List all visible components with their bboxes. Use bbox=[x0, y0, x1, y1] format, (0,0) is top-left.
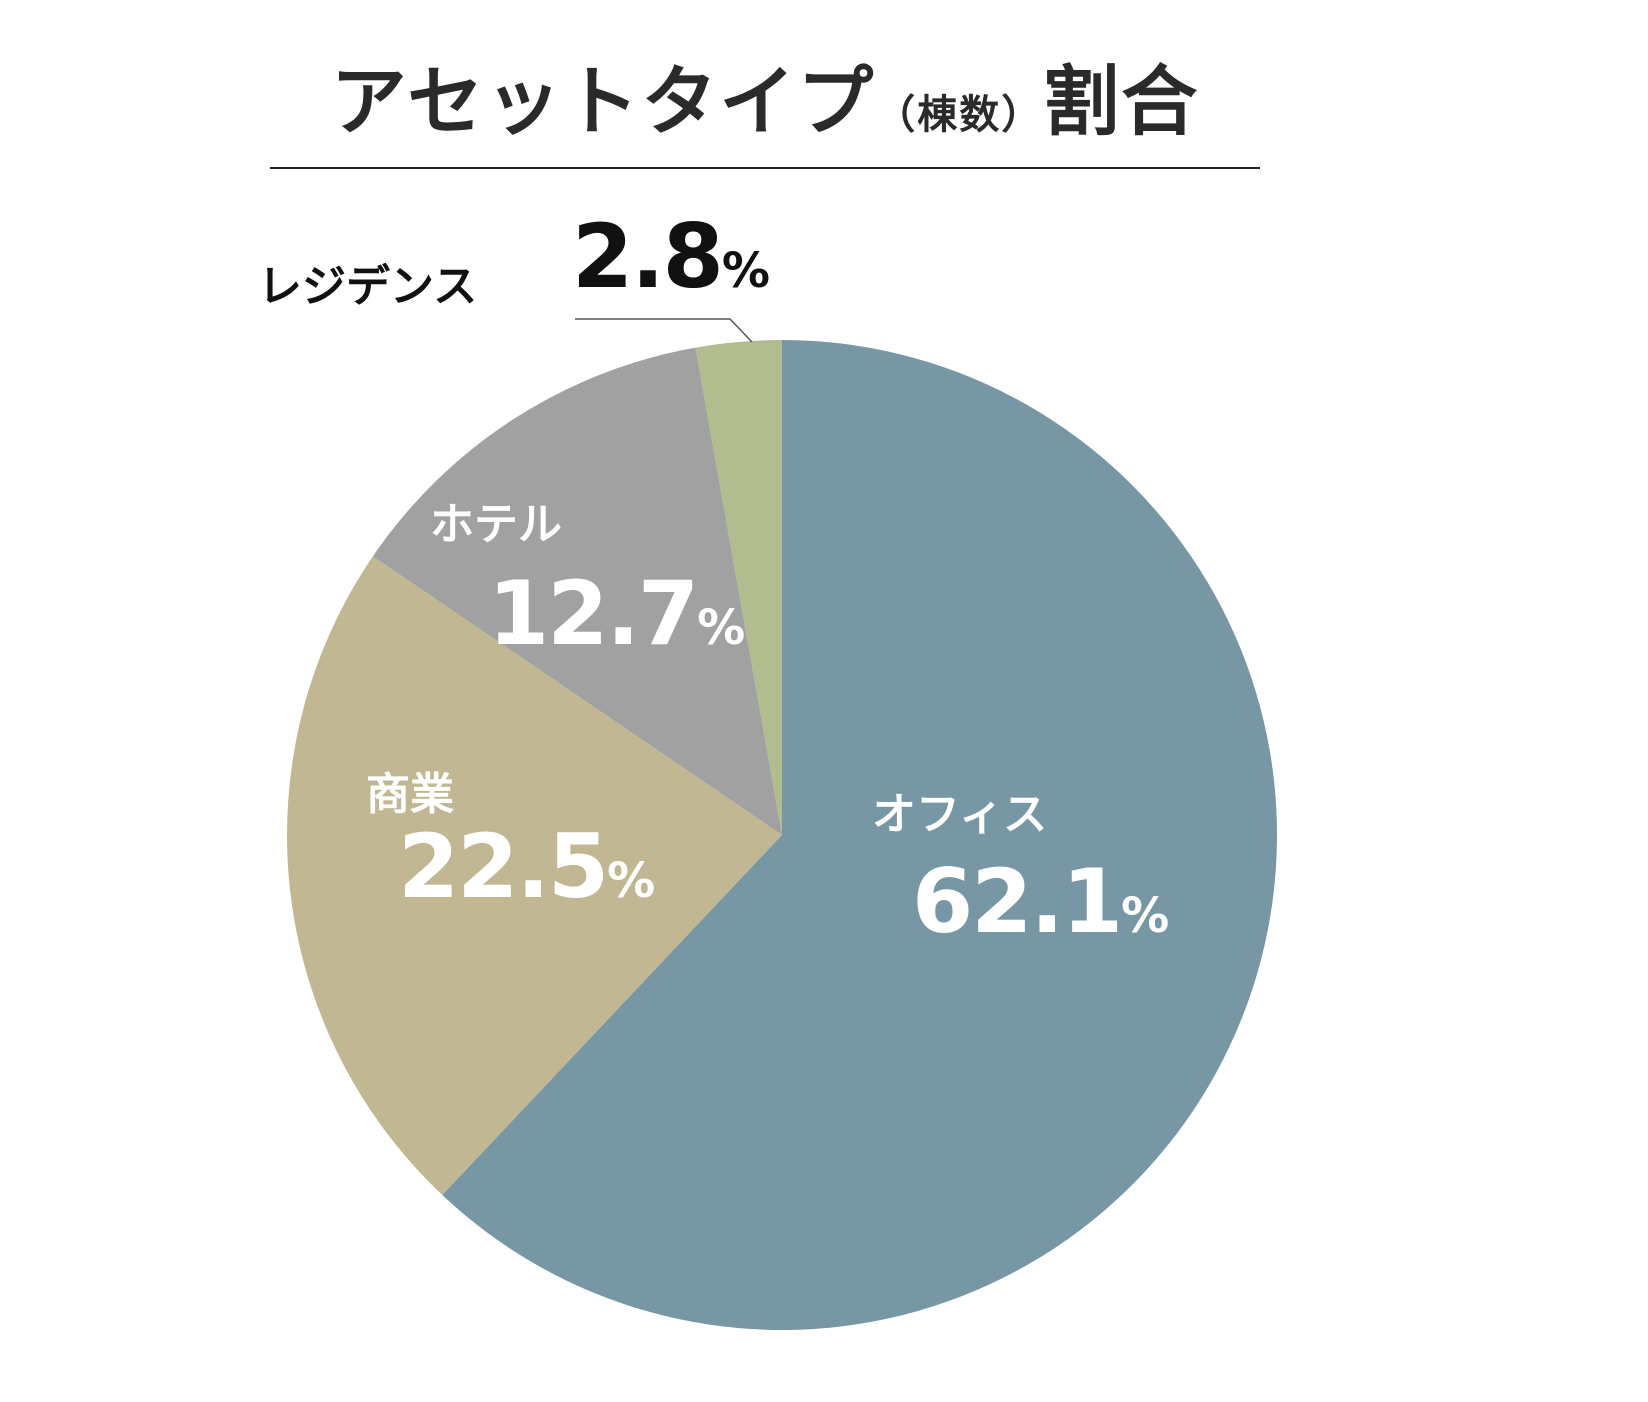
residence-leader-line bbox=[575, 318, 753, 343]
label-office: オフィス bbox=[872, 778, 1047, 842]
percent-sign: % bbox=[697, 600, 746, 656]
slice-value: 22.5 bbox=[398, 815, 609, 918]
chart-title: アセットタイプ（棟数）割合 bbox=[270, 40, 1260, 150]
label-hotel: ホテル bbox=[430, 488, 562, 552]
slice-value: 62.1 bbox=[912, 850, 1123, 953]
label-residence: レジデンス bbox=[258, 250, 477, 314]
percent-sign: % bbox=[721, 243, 770, 299]
pie-slice-2 bbox=[372, 347, 782, 835]
pie-slice-3 bbox=[695, 340, 782, 835]
slice-label: 商業 bbox=[366, 769, 454, 820]
percent-sign: % bbox=[607, 853, 656, 909]
slice-label: ホテル bbox=[430, 499, 562, 550]
value-commercial: 22.5% bbox=[398, 815, 655, 918]
value-hotel: 12.7% bbox=[488, 562, 745, 665]
slice-value: 2.8 bbox=[572, 205, 724, 308]
slice-label: レジデンス bbox=[258, 261, 478, 312]
percent-sign: % bbox=[1121, 888, 1170, 944]
title-divider bbox=[270, 167, 1260, 169]
value-office: 62.1% bbox=[912, 850, 1169, 953]
label-commercial: 商業 bbox=[366, 758, 454, 822]
pie-slice-1 bbox=[286, 556, 782, 1196]
slice-label: オフィス bbox=[872, 789, 1048, 840]
title-sub: （棟数） bbox=[875, 92, 1044, 138]
slice-value: 12.7 bbox=[488, 562, 699, 665]
value-residence: 2.8% bbox=[572, 205, 770, 308]
title-main: アセットタイプ bbox=[330, 57, 876, 146]
title-end: 割合 bbox=[1043, 57, 1200, 146]
pie-slice-0 bbox=[442, 340, 1278, 1330]
